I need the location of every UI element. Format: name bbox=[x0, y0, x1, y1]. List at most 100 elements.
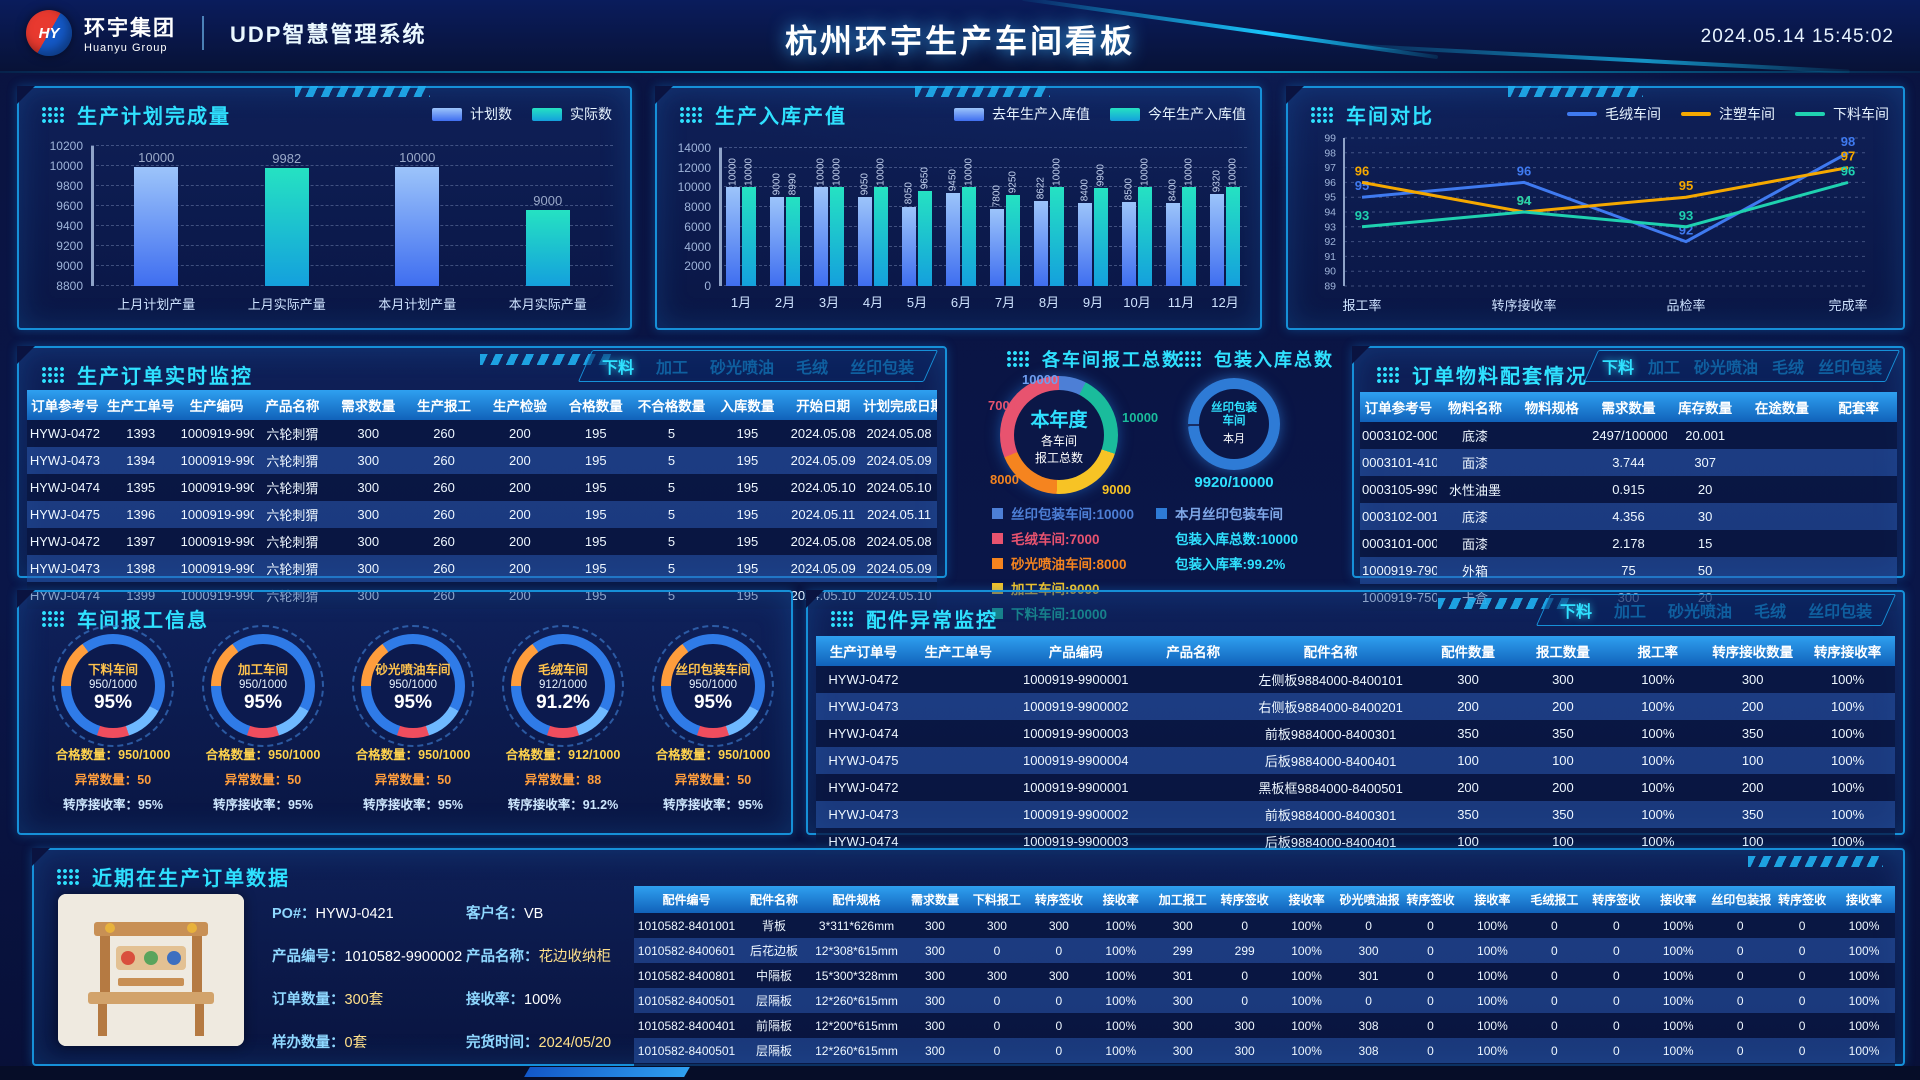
tab-下料[interactable]: 下料 bbox=[601, 360, 634, 377]
tab-砂光喷油[interactable]: 砂光喷油 bbox=[1667, 604, 1732, 621]
table-cell: 200 bbox=[1457, 780, 1479, 795]
legend-label: 去年生产入库值 bbox=[992, 106, 1090, 122]
tab-毛绒[interactable]: 毛绒 bbox=[1771, 360, 1804, 377]
column-header: 产品名称 bbox=[254, 390, 331, 420]
table-cell: 100% bbox=[1641, 780, 1675, 795]
tab-丝印包装[interactable]: 丝印包装 bbox=[1807, 604, 1872, 621]
bar-value-label: 10000 bbox=[1139, 157, 1151, 186]
bar-11月-去年生产入库值 bbox=[1166, 203, 1180, 286]
gauge-qualified: 合格数量：950/1000 bbox=[205, 748, 321, 762]
table-row: 0003101-0000025 面漆 2.178 15 bbox=[1360, 530, 1897, 557]
table-row: 0003102-0010012 底漆 4.356 30 bbox=[1360, 503, 1897, 530]
table-cell: 2024.05.08 bbox=[866, 534, 932, 549]
table-cell: 0 bbox=[1427, 1043, 1434, 1058]
gauge-center: 丝印包装车间 950/1000 95% bbox=[671, 644, 755, 728]
tab-丝印包装[interactable]: 丝印包装 bbox=[1817, 360, 1882, 377]
table-cell: 0 bbox=[1798, 918, 1806, 933]
column-header: 配件名称 bbox=[1240, 636, 1421, 666]
y-axis-tick: 8800 bbox=[56, 279, 83, 293]
table-cell: 0 bbox=[1736, 1043, 1744, 1058]
column-header: 加工报工 bbox=[1151, 886, 1214, 913]
table-cell: 0 bbox=[1551, 943, 1558, 958]
table-cell: 100% bbox=[1848, 918, 1880, 933]
gauge-percent: 95% bbox=[93, 691, 133, 713]
table-cell: 300 bbox=[1358, 943, 1379, 958]
column-header: 产品编码 bbox=[1005, 636, 1146, 666]
table-cell: 12*308*615mm bbox=[815, 943, 898, 958]
table-cell: 100% bbox=[1291, 1018, 1322, 1033]
line-series-下料车间 bbox=[1361, 180, 1849, 229]
gauge-ring: 毛绒车间 912/1000 91.2% bbox=[502, 625, 624, 747]
gauge-ratio: 950/1000 bbox=[389, 678, 437, 691]
gridline: 10000 bbox=[678, 180, 1247, 194]
table-cell: 水性油墨 bbox=[1449, 483, 1502, 498]
table-cell: 300 bbox=[1234, 1043, 1255, 1058]
tab-加工[interactable]: 加工 bbox=[1613, 604, 1646, 621]
gauge-加工车间: 加工车间 950/1000 95% 合格数量：950/1000 异常数量：50 转序接收率… bbox=[189, 625, 337, 813]
gauge-transfer-rate: 转序接收率：95% bbox=[212, 798, 314, 812]
table-cell: 100% bbox=[1477, 943, 1508, 958]
table-cell: 1000919-7900100 bbox=[1362, 563, 1437, 578]
bar-value-label: 9250 bbox=[1007, 170, 1019, 193]
y-axis-tick: 9800 bbox=[56, 179, 83, 193]
table-cell: 307 bbox=[1694, 455, 1717, 470]
tab-下料[interactable]: 下料 bbox=[1559, 604, 1592, 621]
tab-毛绒[interactable]: 毛绒 bbox=[795, 360, 828, 377]
column-header: 需求数量 bbox=[904, 886, 966, 913]
table-cell: 100% bbox=[1662, 918, 1694, 933]
table-row: 0003105-9900061 水性油墨 0.915 20 bbox=[1360, 476, 1897, 503]
company-name-zh: 环宇集团 bbox=[84, 17, 176, 40]
tab-加工[interactable]: 加工 bbox=[655, 360, 688, 377]
table-cell: 背板 bbox=[761, 919, 786, 933]
table-cell bbox=[1744, 503, 1821, 530]
column-header: 生产工单号 bbox=[910, 636, 1006, 666]
table-cell: 1000919-9900001 bbox=[180, 534, 255, 549]
table-cell: 层隔板 bbox=[755, 994, 792, 1008]
table-cell: 0 bbox=[1241, 918, 1248, 933]
table-cell: 1398 bbox=[126, 561, 156, 576]
bar-value-label: 8622 bbox=[1035, 176, 1047, 200]
y-axis-line bbox=[91, 146, 94, 286]
table-cell bbox=[911, 801, 1006, 828]
table-cell: 1010582-8400601 bbox=[637, 943, 736, 958]
table-cell bbox=[1513, 530, 1590, 557]
table-cell: 0 bbox=[1612, 1043, 1620, 1058]
table-cell: 5 bbox=[667, 426, 676, 441]
y-axis-tick: 9200 bbox=[56, 239, 83, 253]
table-body: 1010582-8401001 背板 3*311*626mm 300 300 300 100… bbox=[634, 913, 1895, 1080]
tab-下料[interactable]: 下料 bbox=[1601, 360, 1634, 377]
gridline: 10200 bbox=[50, 139, 613, 153]
tab-砂光喷油[interactable]: 砂光喷油 bbox=[709, 360, 774, 377]
panel-title-recent-orders: 近期在生产订单数据 bbox=[56, 862, 290, 891]
bar-10月-今年生产入库值 bbox=[1137, 187, 1152, 286]
page-title: 杭州环宇生产车间看板 bbox=[784, 23, 1135, 59]
table-cell: HYWJ-0473 bbox=[828, 807, 899, 822]
legend-label: 毛绒车间 bbox=[1605, 106, 1661, 122]
table-cell: 0 bbox=[1612, 943, 1620, 958]
table-cell: HYWJ-0472 bbox=[828, 672, 899, 687]
table-cell: 0 bbox=[1551, 968, 1558, 983]
column-header: 转序签收 bbox=[1399, 886, 1462, 913]
svg-text:92: 92 bbox=[1324, 236, 1336, 248]
legend-compare: 毛绒车间 注塑车间 下料车间 bbox=[1567, 104, 1889, 124]
table-cell: 300 bbox=[1172, 918, 1193, 933]
table-cell: 350 bbox=[1741, 807, 1764, 822]
bar-chart-plan: 8800 9000 9200 9400 9600 9800 10000 10200 10000 上… bbox=[50, 139, 613, 312]
table-cell bbox=[1513, 476, 1590, 503]
x-axis-label: 本月计划产量 bbox=[378, 297, 457, 312]
gauge-abnormal: 异常数量：50 bbox=[374, 773, 452, 787]
table-cell: 1000919-9900002 bbox=[180, 453, 255, 468]
table-cell: 260 bbox=[433, 453, 455, 468]
product-photo bbox=[58, 894, 244, 1046]
tab-毛绒[interactable]: 毛绒 bbox=[1753, 604, 1786, 621]
table-cell: 300 bbox=[357, 426, 380, 441]
tab-丝印包装[interactable]: 丝印包装 bbox=[849, 360, 914, 377]
y-axis-tick: 9600 bbox=[56, 199, 83, 213]
line-chart-compare: 89 90 91 92 93 94 95 96 97 98 99 95 96 92 98 96 94 95 97 93… bbox=[1298, 132, 1894, 322]
table-cell: 195 bbox=[736, 480, 759, 495]
tab-加工[interactable]: 加工 bbox=[1647, 360, 1680, 377]
tab-砂光喷油[interactable]: 砂光喷油 bbox=[1693, 360, 1758, 377]
gauge-percent: 91.2% bbox=[536, 691, 590, 713]
gauge-砂光喷油车间: 砂光喷油车间 950/1000 95% 合格数量：950/1000 异常数量：50 转序接… bbox=[339, 625, 487, 813]
column-header: 开始日期 bbox=[785, 390, 862, 420]
